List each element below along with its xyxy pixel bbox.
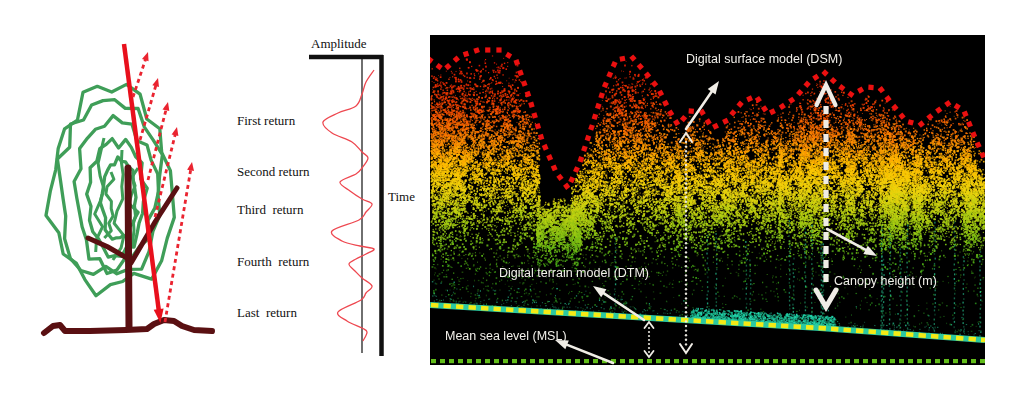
msl-label: Mean sea level (MSL) (445, 329, 567, 343)
last-return-label: Last return (237, 305, 297, 321)
lidar-pointcloud-panel: Digital surface model (DSM) Digital terr… (430, 35, 985, 365)
third-return-label: Third return (237, 202, 303, 218)
second-return-label: Second return (237, 164, 310, 180)
first-return-label: First return (237, 113, 295, 129)
lidar-returns-figure: Amplitude Time First return Second retur… (0, 0, 1022, 410)
time-axis-label: Time (388, 189, 415, 205)
tree-canopy (46, 84, 174, 295)
lidar-tree-sketch (0, 0, 430, 410)
amplitude-axis-label: Amplitude (311, 36, 367, 52)
waveform-curve (323, 70, 374, 341)
dtm-label: Digital terrain model (DTM) (499, 266, 649, 280)
dsm-label: Digital surface model (DSM) (686, 52, 842, 66)
pointcloud-canvas (430, 35, 985, 365)
canopy-height-label: Canopy height (m) (834, 274, 937, 288)
fourth-return-label: Fourth return (237, 254, 309, 270)
